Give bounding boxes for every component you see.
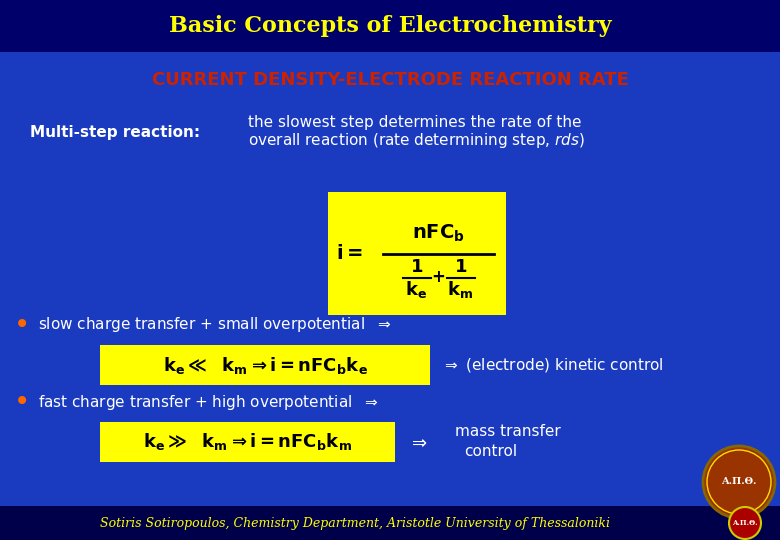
Text: $\mathbf{k_e \gg\ \ k_m \Rightarrow i = nFC_b k_m}$: $\mathbf{k_e \gg\ \ k_m \Rightarrow i = … — [143, 431, 352, 453]
Text: $\mathbf{k_m}$: $\mathbf{k_m}$ — [448, 279, 473, 300]
Text: $\mathbf{k_e \ll\ \ k_m \Rightarrow i = nFC_b k_e}$: $\mathbf{k_e \ll\ \ k_m \Rightarrow i = … — [162, 354, 367, 375]
Text: $\mathbf{i =}$: $\mathbf{i =}$ — [336, 244, 363, 263]
Text: $\mathbf{nFC_b}$: $\mathbf{nFC_b}$ — [412, 223, 465, 244]
Text: CURRENT DENSITY-ELECTRODE REACTION RATE: CURRENT DENSITY-ELECTRODE REACTION RATE — [151, 71, 629, 89]
Text: $\Rightarrow$: $\Rightarrow$ — [408, 433, 427, 451]
Text: Α.Π.Θ.: Α.Π.Θ. — [722, 477, 757, 487]
Bar — [328, 192, 506, 315]
Text: Α.Π.Θ.: Α.Π.Θ. — [732, 519, 758, 527]
Text: the slowest step determines the rate of the: the slowest step determines the rate of … — [248, 114, 582, 130]
Circle shape — [729, 507, 761, 539]
Text: $\Rightarrow$ (electrode) kinetic control: $\Rightarrow$ (electrode) kinetic contro… — [442, 356, 664, 374]
Text: •: • — [14, 311, 30, 339]
Text: mass transfer: mass transfer — [455, 424, 561, 440]
Text: fast charge transfer + high overpotential  $\Rightarrow$: fast charge transfer + high overpotentia… — [38, 393, 378, 411]
Text: control: control — [464, 444, 517, 460]
Bar — [0, 0, 780, 52]
Bar — [100, 345, 430, 385]
Bar — [100, 422, 395, 462]
Text: Multi-step reaction:: Multi-step reaction: — [30, 125, 200, 139]
Circle shape — [703, 446, 775, 518]
Text: overall reaction (rate determining step, $\it{rds}$): overall reaction (rate determining step,… — [248, 131, 585, 150]
Text: $\mathbf{+}$: $\mathbf{+}$ — [431, 269, 445, 286]
Text: slow charge transfer + small overpotential  $\Rightarrow$: slow charge transfer + small overpotenti… — [38, 315, 391, 334]
Text: $\mathbf{k_e}$: $\mathbf{k_e}$ — [406, 279, 427, 300]
Text: $\mathbf{1}$: $\mathbf{1}$ — [454, 259, 467, 276]
Text: $\mathbf{1}$: $\mathbf{1}$ — [410, 259, 423, 276]
Bar — [0, 506, 780, 540]
Text: Basic Concepts of Electrochemistry: Basic Concepts of Electrochemistry — [168, 15, 612, 37]
Text: Sotiris Sotiropoulos, Chemistry Department, Aristotle University of Thessaloniki: Sotiris Sotiropoulos, Chemistry Departme… — [100, 516, 610, 530]
Text: •: • — [14, 388, 30, 416]
